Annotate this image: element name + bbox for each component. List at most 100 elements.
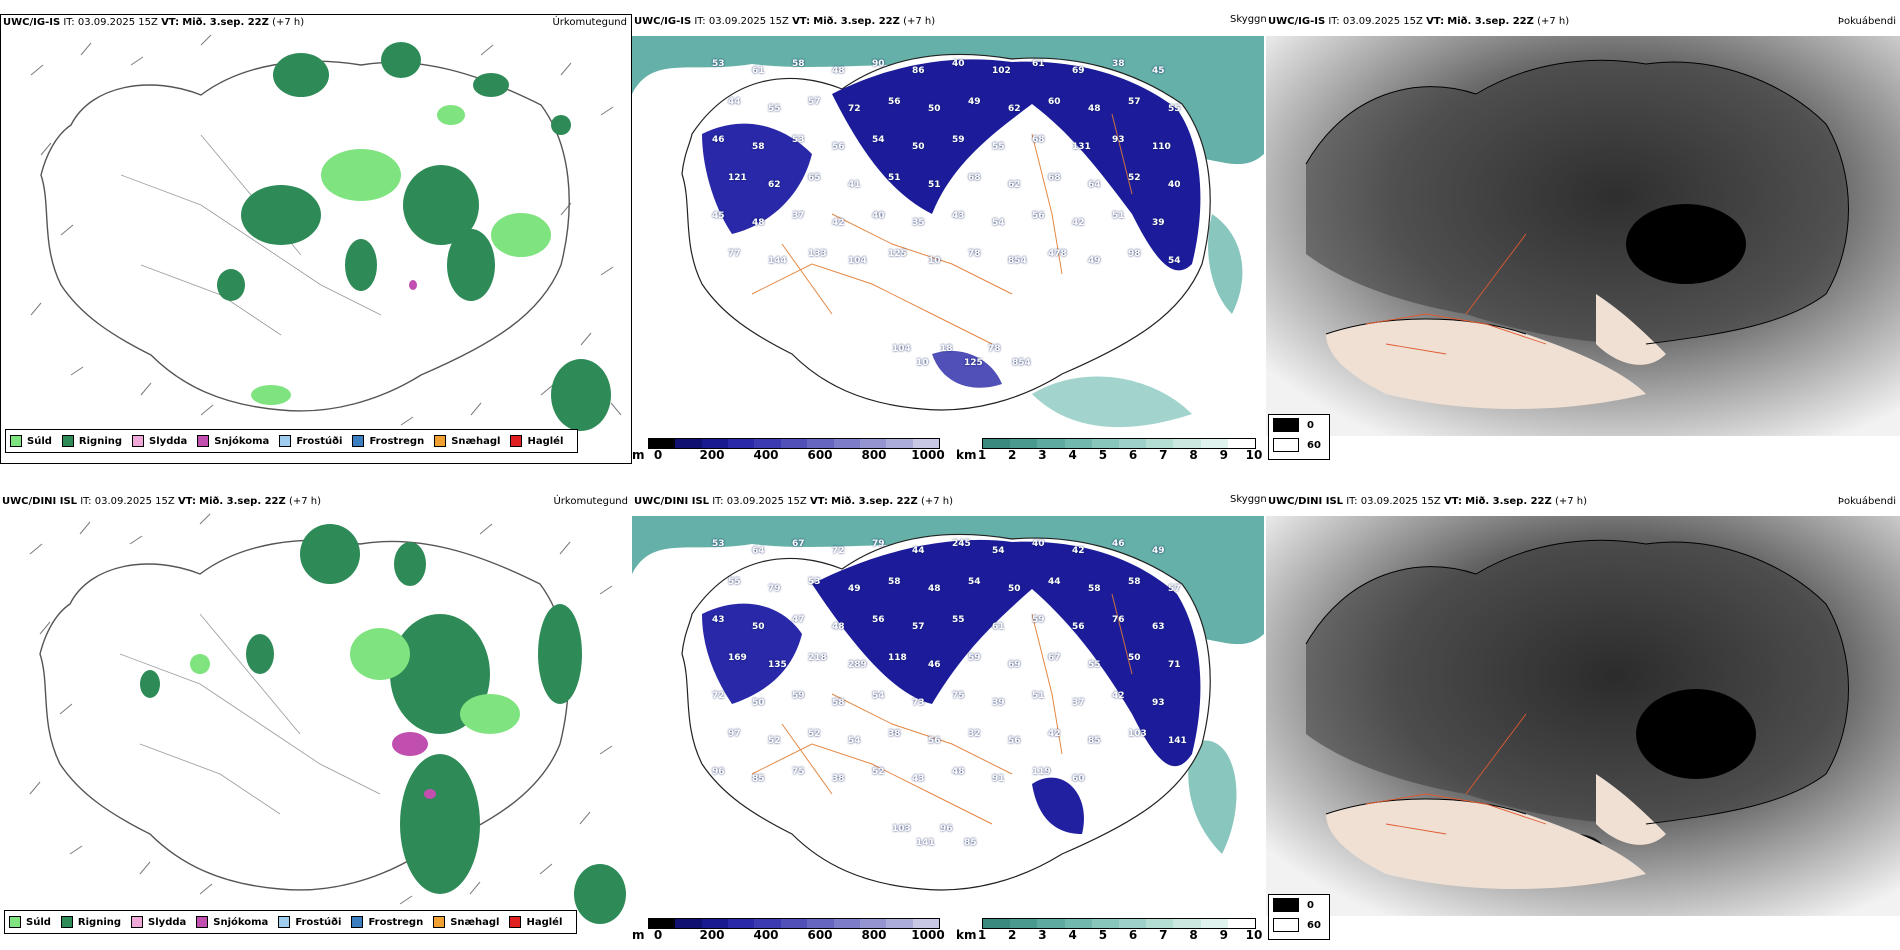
cloud-base-value: 133: [808, 249, 827, 259]
legend-swatch: [61, 435, 74, 447]
legend-item: Slydda: [132, 435, 187, 447]
legend-swatch: [196, 916, 209, 928]
colorbar-swatch: [728, 919, 755, 928]
fog-legend-label: 60: [1307, 919, 1321, 931]
colorbar-swatch: [912, 439, 939, 448]
cloud-base-value: 58: [1088, 584, 1101, 594]
fog-legend-item: 60: [1269, 435, 1329, 455]
cloud-base-value: 37: [792, 211, 805, 221]
cloud-base-value: 49: [968, 97, 981, 107]
cloud-base-value: 72: [848, 104, 861, 114]
cloud-base-value: 56: [888, 97, 901, 107]
colorbar-swatch: [983, 919, 1011, 928]
cloud-base-value: 61: [1032, 59, 1045, 69]
cloud-base-value: 854: [1008, 256, 1027, 266]
colorbar-swatch: [754, 919, 781, 928]
panel-title: Úrkomutegund: [553, 496, 628, 507]
cloud-base-value: 90: [872, 59, 885, 69]
colorbar-tick: 3: [1038, 448, 1047, 462]
colorbar-tick: 5: [1098, 448, 1108, 462]
colorbar-swatch: [1227, 439, 1256, 448]
legend-label: Frostúði: [295, 916, 342, 928]
colorbar-swatch: [1119, 439, 1147, 448]
cloud-base-value: 42: [1072, 218, 1085, 228]
cloud-base-value: 79: [768, 584, 781, 594]
colorbar-tick: 7: [1159, 928, 1168, 942]
cloud-base-value: 54: [992, 218, 1005, 228]
fog-map: [1266, 36, 1900, 436]
fog-legend: 0 60: [1268, 894, 1330, 940]
visibility-unit: km: [956, 448, 977, 462]
cloud-base-value: 85: [1088, 736, 1101, 746]
colorbar-swatch: [1037, 919, 1065, 928]
legend-label: Slydda: [148, 916, 187, 928]
cloud-base-value: 79: [872, 539, 885, 549]
colorbar-swatch: [1146, 439, 1174, 448]
colorbar-tick: 400: [753, 448, 779, 462]
cloud-base-value: 854: [1012, 358, 1031, 368]
cloud-base-value: 40: [872, 211, 885, 221]
cloud-base-value: 46: [1112, 539, 1125, 549]
colorbar-swatch: [649, 439, 676, 448]
colorbar-tick: 4: [1068, 928, 1077, 942]
legend-label: Súld: [27, 435, 52, 447]
colorbar-swatch: [728, 439, 755, 448]
legend-item: Haglél: [509, 916, 562, 928]
legend-swatch: [197, 435, 210, 447]
cloud-base-value: 65: [808, 173, 821, 183]
cloud-base-value: 71: [1168, 660, 1181, 670]
legend-item: Frostregn: [352, 435, 424, 447]
legend-swatch: [351, 916, 364, 928]
cloud-base-value: 50: [752, 622, 765, 632]
cloud-base-value: 69: [1072, 66, 1085, 76]
legend-item: Frostúði: [279, 435, 342, 447]
legend-item: Snjókoma: [197, 435, 269, 447]
cloud-base-value: 67: [792, 539, 805, 549]
legend-label: Frostregn: [369, 435, 425, 447]
legend-item: Slydda: [131, 916, 186, 928]
colorbar-tick: 3: [1038, 928, 1047, 942]
ceiling-unit: m: [632, 928, 645, 942]
panel-header: UWC/IG-IS IT: 03.09.2025 15Z VT: Mið. 3.…: [3, 17, 305, 28]
fog-legend: 0 60: [1268, 414, 1330, 460]
precip-legend: Súld Rigning Slydda Snjókoma Frostúði Frostre…: [5, 429, 579, 453]
cloud-base-value: 42: [832, 218, 845, 228]
panel-header: UWC/DINI ISL IT: 03.09.2025 15Z VT: Mið.…: [2, 496, 322, 507]
panel-header: UWC/DINI ISL IT: 03.09.2025 15Z VT: Mið.…: [1268, 496, 1588, 507]
legend-swatch: [352, 435, 365, 447]
cloud-base-value: 68: [1032, 135, 1045, 145]
colorbar-tick: 6: [1128, 448, 1138, 462]
panel-header: UWC/IG-IS IT: 03.09.2025 15Z VT: Mið. 3.…: [634, 16, 936, 27]
colorbar-tick: 600: [807, 448, 833, 462]
cloud-base-value: 46: [928, 660, 941, 670]
precip-panel-bottom: UWC/DINI ISL IT: 03.09.2025 15Z VT: Mið.…: [0, 494, 632, 944]
legend-swatch: [433, 916, 446, 928]
cloud-base-value: 40: [952, 59, 965, 69]
cloud-base-value: 75: [792, 767, 805, 777]
legend-item: Snæhagl: [433, 916, 499, 928]
cloud-base-value: 125: [964, 358, 983, 368]
cloud-base-value: 40: [1032, 539, 1045, 549]
cloud-base-value: 56: [1008, 736, 1021, 746]
visibility-colorbar: km 1 2 3 4 5 6 7 8 9 10: [952, 438, 1264, 464]
legend-swatch: [510, 435, 523, 447]
ceiling-colorbar-swatches: [648, 438, 940, 449]
cloud-base-value: 55: [768, 104, 781, 114]
visibility-colorbar: km 1 2 3 4 5 6 7 8 9 10: [952, 918, 1264, 944]
colorbar-swatch: [675, 439, 702, 448]
cloud-base-value: 42: [1112, 691, 1125, 701]
legend-label: Slydda: [149, 435, 188, 447]
cloud-base-value: 97: [728, 729, 741, 739]
colorbar-swatch: [859, 919, 887, 928]
legend-label: Snæhagl: [450, 916, 500, 928]
cloud-base-value: 104: [848, 256, 867, 266]
cloud-base-value: 72: [832, 546, 845, 556]
cloud-base-value: 62: [1008, 180, 1021, 190]
cloud-base-value: 131: [1072, 142, 1091, 152]
legend-swatch: [9, 916, 21, 928]
colorbar-tick: 600: [807, 928, 833, 942]
cloud-base-value: 67: [1048, 653, 1061, 663]
panel-title: Úrkomutegund: [552, 17, 627, 28]
legend-item: Snjókoma: [196, 916, 268, 928]
colorbar-tick: 10: [1245, 928, 1263, 942]
